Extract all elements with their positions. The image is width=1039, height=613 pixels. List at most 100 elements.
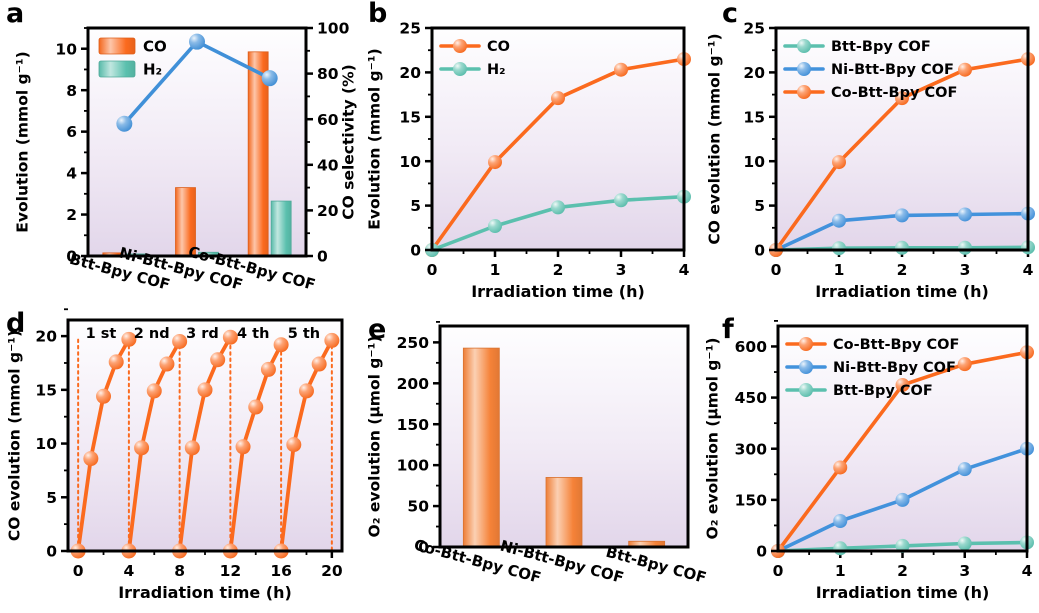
x-tick-label: 3 bbox=[960, 261, 971, 279]
y-axis-left: 0 5 10 15 20 25 bbox=[743, 20, 776, 260]
data-point-marker bbox=[895, 240, 909, 255]
data-point-marker bbox=[197, 382, 213, 398]
legend-label: Btt-Bpy COF bbox=[833, 383, 933, 399]
cycle-label: 4 th bbox=[237, 326, 269, 342]
x-tick-label: 4 bbox=[1023, 261, 1034, 279]
data-point-marker bbox=[108, 354, 124, 370]
plot-frame bbox=[86, 26, 308, 258]
x-tick-label: 12 bbox=[220, 562, 242, 580]
y-tick-label: 10 bbox=[399, 153, 421, 171]
x-tick-label: 1 bbox=[835, 562, 846, 580]
legend: Btt-Bpy COF Ni-Btt-Bpy COF Co-Btt-Bpy COF bbox=[783, 39, 957, 101]
data-point-marker bbox=[146, 383, 162, 399]
x-tick-label: 0 bbox=[771, 261, 782, 279]
y-axis-title: O₂ evolution (μmol g⁻¹) bbox=[704, 338, 722, 540]
y-tick-label: 0 bbox=[418, 539, 429, 557]
legend: CO H₂ bbox=[439, 39, 510, 78]
y-tick-label: 150 bbox=[397, 416, 430, 434]
legend: Co-Btt-Bpy COF Ni-Btt-Bpy COF Btt-Bpy COF bbox=[785, 337, 959, 399]
y-tick-label: 0 bbox=[756, 543, 767, 561]
data-point-marker bbox=[96, 388, 112, 404]
panel-c: c 0 1 2 3 4 Irradiation time (h) 0 5 10 15 20 25 CO … bbox=[696, 0, 1039, 306]
y-tick-label: 10 bbox=[35, 435, 57, 453]
x-tick-label: 0 bbox=[427, 261, 438, 279]
data-point-marker bbox=[134, 440, 150, 456]
cycle-guides bbox=[77, 337, 333, 551]
y-tick-label: 250 bbox=[397, 334, 430, 352]
x-tick-label: 2 bbox=[553, 261, 564, 279]
y-tick-label: 4 bbox=[66, 165, 77, 183]
legend-label: Co-Btt-Bpy COF bbox=[831, 85, 957, 101]
y-axis-right-title: CO selectivity (%) bbox=[340, 64, 358, 219]
y-tick-label: 100 bbox=[397, 457, 430, 475]
y-tick-label: 20 bbox=[317, 202, 339, 220]
y-tick-label: 20 bbox=[743, 64, 765, 82]
plot-frame bbox=[438, 324, 690, 549]
data-point-marker bbox=[210, 352, 226, 368]
y-axis-right: 0 20 40 60 80 100 bbox=[306, 20, 350, 266]
panel-d-chart: 0 4 8 12 16 20 Irradiation time (h) 1 st 2 nd 3 r… bbox=[6, 308, 344, 602]
data-point-marker bbox=[159, 356, 175, 372]
x-tick-label: 2 bbox=[897, 261, 908, 279]
data-point-marker bbox=[189, 33, 205, 50]
y-tick-label: 2 bbox=[66, 206, 77, 224]
y-tick-label: 5 bbox=[754, 197, 765, 215]
legend-label: Co-Btt-Bpy COF bbox=[833, 337, 959, 353]
x-tick-label: 4 bbox=[679, 261, 690, 279]
data-point-marker bbox=[488, 219, 502, 234]
x-tick-label: 1 bbox=[834, 261, 845, 279]
data-point-marker bbox=[833, 460, 848, 475]
x-axis-title: Irradiation time (h) bbox=[815, 282, 989, 301]
plot-frame bbox=[776, 324, 1029, 553]
y-tick-label: 0 bbox=[317, 248, 328, 266]
data-point-marker bbox=[273, 337, 289, 353]
series-cycle-4 bbox=[222, 337, 289, 559]
panel-d: d 0 4 8 12 16 20 Irradiation time (h) 1 st 2 nd 3… bbox=[0, 306, 358, 613]
y-axis-left: 0 5 10 15 20 25 bbox=[399, 20, 432, 260]
panel-f: f 0 1 2 3 4 Irradiation time (h) 0 150 300 450 600… bbox=[696, 306, 1039, 613]
y-tick-label: 20 bbox=[35, 328, 57, 346]
data-point-marker bbox=[957, 357, 972, 372]
panel-d-letter: d bbox=[6, 308, 26, 339]
series-cycle-1 bbox=[70, 331, 137, 559]
data-point-marker bbox=[235, 439, 251, 455]
data-point-marker bbox=[833, 541, 848, 556]
panel-f-chart: 0 1 2 3 4 Irradiation time (h) 0 150 300 450 600 O₂… bbox=[704, 319, 1034, 602]
cycle-label: 5 th bbox=[288, 326, 320, 342]
data-point-marker bbox=[958, 207, 972, 222]
panel-e: e Co-Btt-Bpy COF Ni-Btt-Bpy COF Btt-Bpy CO… bbox=[358, 306, 709, 613]
series-ni-btt-bpy-cof bbox=[769, 206, 1035, 257]
panel-b-chart: 0 1 2 3 4 Irradiation time (h) 0 5 10 15 20 25 Evolu… bbox=[366, 20, 691, 301]
y-tick-label: 150 bbox=[735, 491, 768, 509]
data-point-marker bbox=[551, 200, 565, 215]
data-point-marker bbox=[261, 70, 278, 87]
y-axis-title: CO evolution (mmol g⁻¹) bbox=[706, 33, 724, 244]
series-cycle-5 bbox=[273, 332, 340, 559]
y-tick-label: 15 bbox=[399, 108, 421, 126]
cycle-label: 1 st bbox=[86, 326, 117, 342]
y-tick-label: 5 bbox=[46, 489, 57, 507]
x-tick-label: 4 bbox=[123, 562, 134, 580]
legend-label: Ni-Btt-Bpy COF bbox=[831, 62, 954, 78]
data-point-marker bbox=[324, 332, 340, 348]
data-point-marker bbox=[832, 241, 846, 256]
data-point-marker bbox=[248, 399, 264, 415]
data-point-marker bbox=[121, 331, 137, 347]
data-point-marker bbox=[116, 115, 133, 132]
data-point-marker bbox=[222, 329, 238, 345]
data-point-marker bbox=[832, 155, 846, 170]
y-tick-label: 0 bbox=[66, 248, 77, 266]
x-tick-label: 4 bbox=[1022, 562, 1033, 580]
plot-background bbox=[432, 28, 684, 250]
data-point-marker bbox=[895, 91, 909, 106]
data-point-marker bbox=[833, 514, 848, 528]
x-tick-label: 16 bbox=[270, 562, 292, 580]
data-point-marker bbox=[184, 440, 200, 456]
x-tick-label: 1 bbox=[490, 261, 501, 279]
y-tick-label: 0 bbox=[754, 242, 765, 260]
data-point-marker bbox=[614, 193, 628, 208]
plot-background bbox=[778, 326, 1027, 551]
series-cycle-2 bbox=[121, 333, 188, 559]
